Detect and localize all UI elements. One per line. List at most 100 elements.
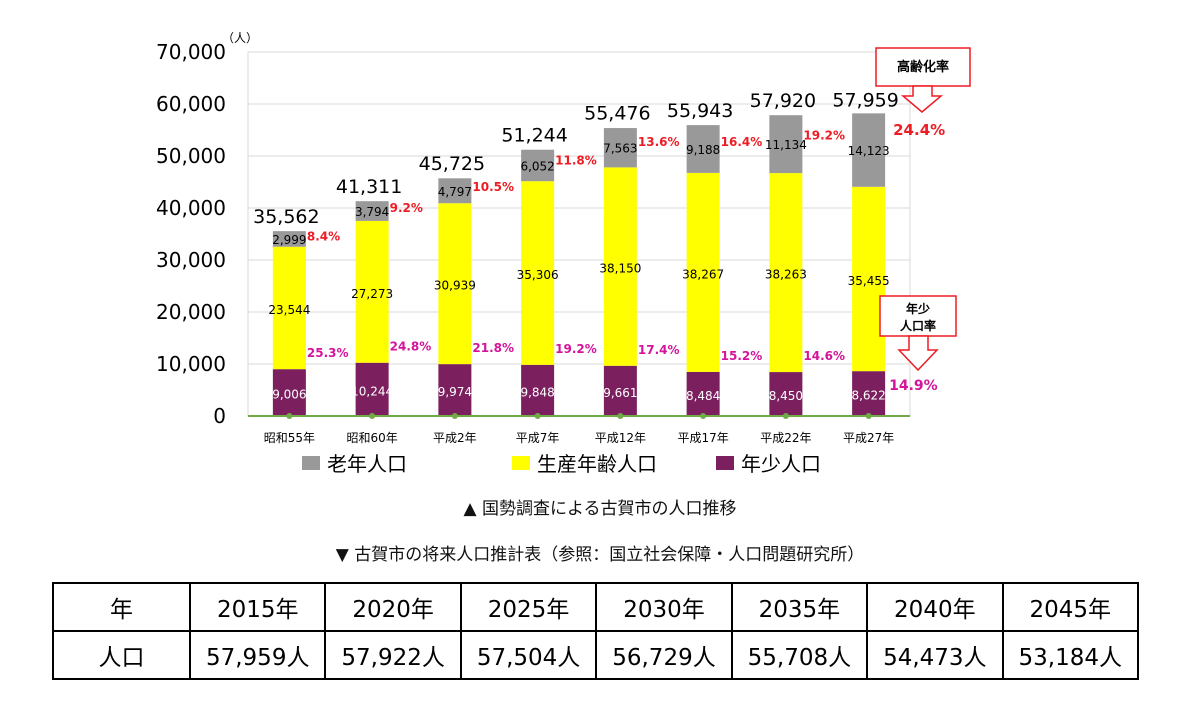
bar-segment xyxy=(603,167,637,366)
bar-segment xyxy=(355,362,389,416)
bar-value-label: 8,622 xyxy=(851,389,885,403)
year-cell: 2020年 xyxy=(324,582,462,632)
bar-value-label: 30,939 xyxy=(434,279,476,293)
bar-value-label: 10,244 xyxy=(351,384,393,398)
total-label: 57,920 xyxy=(750,90,816,112)
legend-label: 老年人口 xyxy=(327,452,407,476)
bar-segment xyxy=(438,203,472,365)
aging-callout-label: 高齢化率 xyxy=(897,59,949,75)
chart-caption: ▲ 国勢調査による古賀市の人口推移 xyxy=(463,499,737,519)
bar-segment xyxy=(852,113,886,187)
legend-swatch xyxy=(302,456,320,470)
bar-segment xyxy=(355,201,389,221)
x-axis-marker xyxy=(451,413,458,419)
x-tick-label: 昭和60年 xyxy=(346,431,397,445)
y-unit-label: （人） xyxy=(222,31,258,45)
aging-rate-label: 10.5% xyxy=(472,180,514,194)
bar-segment xyxy=(769,372,803,416)
population-cell: 57,959人 xyxy=(188,630,327,680)
total-label: 55,476 xyxy=(584,103,650,125)
bar-value-label: 9,974 xyxy=(438,385,472,399)
bar-value-label: 4,797 xyxy=(438,185,472,199)
aging-rate-label: 13.6% xyxy=(638,135,680,149)
legend-label: 生産年齢人口 xyxy=(537,452,657,476)
total-label: 51,244 xyxy=(501,125,567,147)
bar-segment xyxy=(769,173,803,373)
bar-segment xyxy=(272,246,306,370)
youth-rate-label: 25.3% xyxy=(307,346,349,360)
bar-value-label: 23,544 xyxy=(268,303,310,317)
year-header-cell: 年 xyxy=(52,582,191,632)
bar-value-label: 2,999 xyxy=(272,233,306,247)
youth-rate-label: 21.8% xyxy=(472,341,514,355)
population-cell: 53,184人 xyxy=(1001,630,1140,680)
youth-rate-label: 19.2% xyxy=(555,342,597,356)
x-tick-label: 昭和55年 xyxy=(264,431,315,445)
aging-rate-label: 11.8% xyxy=(555,154,597,168)
youth-callout-box xyxy=(879,295,957,337)
total-label: 41,311 xyxy=(336,176,402,198)
year-cell: 2015年 xyxy=(188,582,327,632)
x-tick-label: 平成27年 xyxy=(843,431,894,445)
bar-segment xyxy=(521,364,555,416)
youth-rate-label: 14.6% xyxy=(803,349,845,363)
legend-swatch xyxy=(716,456,734,470)
table-caption: ▼ 古賀市の将来人口推計表（参照：国立社会保障・人口問題研究所） xyxy=(335,545,865,565)
bar-value-label: 14,123 xyxy=(848,144,890,158)
bar-value-label: 38,263 xyxy=(765,268,807,282)
x-tick-label: 平成12年 xyxy=(595,431,646,445)
aging-rate-label: 19.2% xyxy=(803,128,845,142)
bar-segment xyxy=(272,369,306,416)
x-axis-marker xyxy=(617,413,624,419)
youth-rate-label: 14.9% xyxy=(889,378,938,394)
total-label: 35,562 xyxy=(253,206,319,228)
x-axis-marker xyxy=(865,413,872,419)
bar-value-label: 9,848 xyxy=(520,385,554,399)
bar-segment xyxy=(438,178,472,204)
bar-segment xyxy=(438,364,472,416)
x-axis-marker xyxy=(700,413,707,419)
aging-callout-arrow xyxy=(900,85,944,113)
y-tick-label: 60,000 xyxy=(156,92,226,116)
y-tick-label: 20,000 xyxy=(156,300,226,324)
population-cell: 56,729人 xyxy=(595,630,733,680)
bar-segment xyxy=(603,365,637,416)
bar-segment xyxy=(355,220,389,363)
x-tick-label: 平成7年 xyxy=(516,431,560,445)
aging-rate-label: 8.4% xyxy=(307,230,340,244)
year-cell: 2035年 xyxy=(730,582,869,632)
aging-rate-label: 24.4% xyxy=(893,121,945,139)
x-axis-marker xyxy=(782,413,789,419)
legend-swatch xyxy=(512,456,530,470)
bar-value-label: 27,273 xyxy=(351,287,393,301)
bar-segment xyxy=(769,115,803,174)
youth-rate-label: 15.2% xyxy=(721,349,763,363)
total-label: 55,943 xyxy=(667,100,733,122)
y-tick-label: 50,000 xyxy=(156,144,226,168)
x-axis-marker xyxy=(286,413,293,419)
year-cell: 2045年 xyxy=(1001,582,1140,632)
youth-rate-label: 24.8% xyxy=(390,340,432,354)
y-tick-label: 0 xyxy=(213,404,226,428)
x-axis-marker xyxy=(369,413,376,419)
bar-segment xyxy=(521,181,555,365)
year-cell: 2040年 xyxy=(866,582,1004,632)
aging-rate-label: 16.4% xyxy=(721,135,763,149)
bar-segment xyxy=(852,186,886,372)
youth-rate-label: 17.4% xyxy=(638,343,680,357)
bar-value-label: 9,661 xyxy=(603,386,637,400)
bar-value-label: 8,450 xyxy=(769,389,803,403)
x-tick-label: 平成2年 xyxy=(433,431,477,445)
future-population-table: 年 2015年 2020年 2025年 2030年 2035年 2040年 20… xyxy=(52,582,1140,680)
youth-callout-label: 人口率 xyxy=(900,318,936,333)
bar-value-label: 38,267 xyxy=(682,267,724,281)
bar-value-label: 35,455 xyxy=(848,274,890,288)
y-tick-label: 30,000 xyxy=(156,248,226,272)
year-cell: 2030年 xyxy=(595,582,733,632)
bar-value-label: 6,052 xyxy=(520,159,554,173)
population-cell: 54,473人 xyxy=(866,630,1004,680)
population-cell: 57,504人 xyxy=(459,630,598,680)
legend-label: 年少人口 xyxy=(741,452,821,476)
y-tick-label: 70,000 xyxy=(156,40,226,64)
bar-segment xyxy=(686,371,720,416)
